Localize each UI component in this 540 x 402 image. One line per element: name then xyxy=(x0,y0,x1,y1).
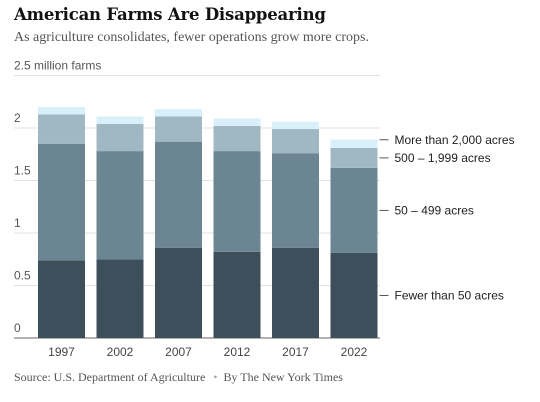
byline: By The New York Times xyxy=(223,370,343,384)
y-tick-label: 0 xyxy=(14,321,21,335)
bar-segment xyxy=(272,153,319,248)
bar-segment xyxy=(330,167,378,253)
bar-segment xyxy=(38,260,85,338)
bar-segment xyxy=(213,251,261,338)
chart-footer: Source: U.S. Department of Agriculture • B… xyxy=(14,370,343,385)
bar-segment xyxy=(155,109,202,117)
legend-label: 500 – 1,999 acres xyxy=(395,151,491,165)
x-tick-label: 2002 xyxy=(107,345,134,359)
bar-segment xyxy=(38,107,85,115)
bar-segment xyxy=(96,123,144,152)
legend-label: More than 2,000 acres xyxy=(395,133,515,147)
bar-segment xyxy=(96,259,144,338)
bar-segment xyxy=(38,114,85,144)
y-axis-unit-label: 2.5 million farms xyxy=(14,59,101,73)
bar-segment xyxy=(213,151,261,252)
bar-segment xyxy=(272,121,319,130)
bar-segment xyxy=(330,139,378,148)
y-tick-label: 2 xyxy=(14,111,21,125)
bar-segment xyxy=(38,143,85,261)
chart-subtitle: As agriculture consolidates, fewer opera… xyxy=(14,30,369,45)
chart-title: American Farms Are Disappearing xyxy=(14,5,326,24)
separator-dot: • xyxy=(213,370,218,384)
x-tick-label: 2017 xyxy=(282,345,309,359)
bar-segment xyxy=(272,129,319,154)
source-note: Source: U.S. Department of Agriculture xyxy=(14,370,206,384)
x-tick-label: 2022 xyxy=(341,345,368,359)
x-tick-label: 2007 xyxy=(165,345,192,359)
stacked-bar-chart: 0 0.5 1 1.5 2 2.5 million farms 1997 2002 2007 2… xyxy=(14,59,515,359)
bar-segment xyxy=(96,116,144,124)
y-tick-label: 0.5 xyxy=(14,269,31,283)
legend-label: Fewer than 50 acres xyxy=(395,288,504,302)
y-tick-label: 1 xyxy=(14,216,21,230)
bar-segment xyxy=(330,252,378,338)
legend-label: 50 – 499 acres xyxy=(395,203,474,217)
bar-segment xyxy=(213,125,261,152)
y-tick-label: 1.5 xyxy=(14,164,31,178)
bar-segment xyxy=(155,247,202,338)
bar-segment xyxy=(272,247,319,338)
x-tick-label: 2012 xyxy=(224,345,251,359)
bar-segment xyxy=(330,147,378,168)
x-tick-label: 1997 xyxy=(48,345,75,359)
bar-segment xyxy=(96,151,144,260)
bar-segment xyxy=(213,118,261,126)
bar-segment xyxy=(155,141,202,248)
bar-segment xyxy=(155,116,202,142)
